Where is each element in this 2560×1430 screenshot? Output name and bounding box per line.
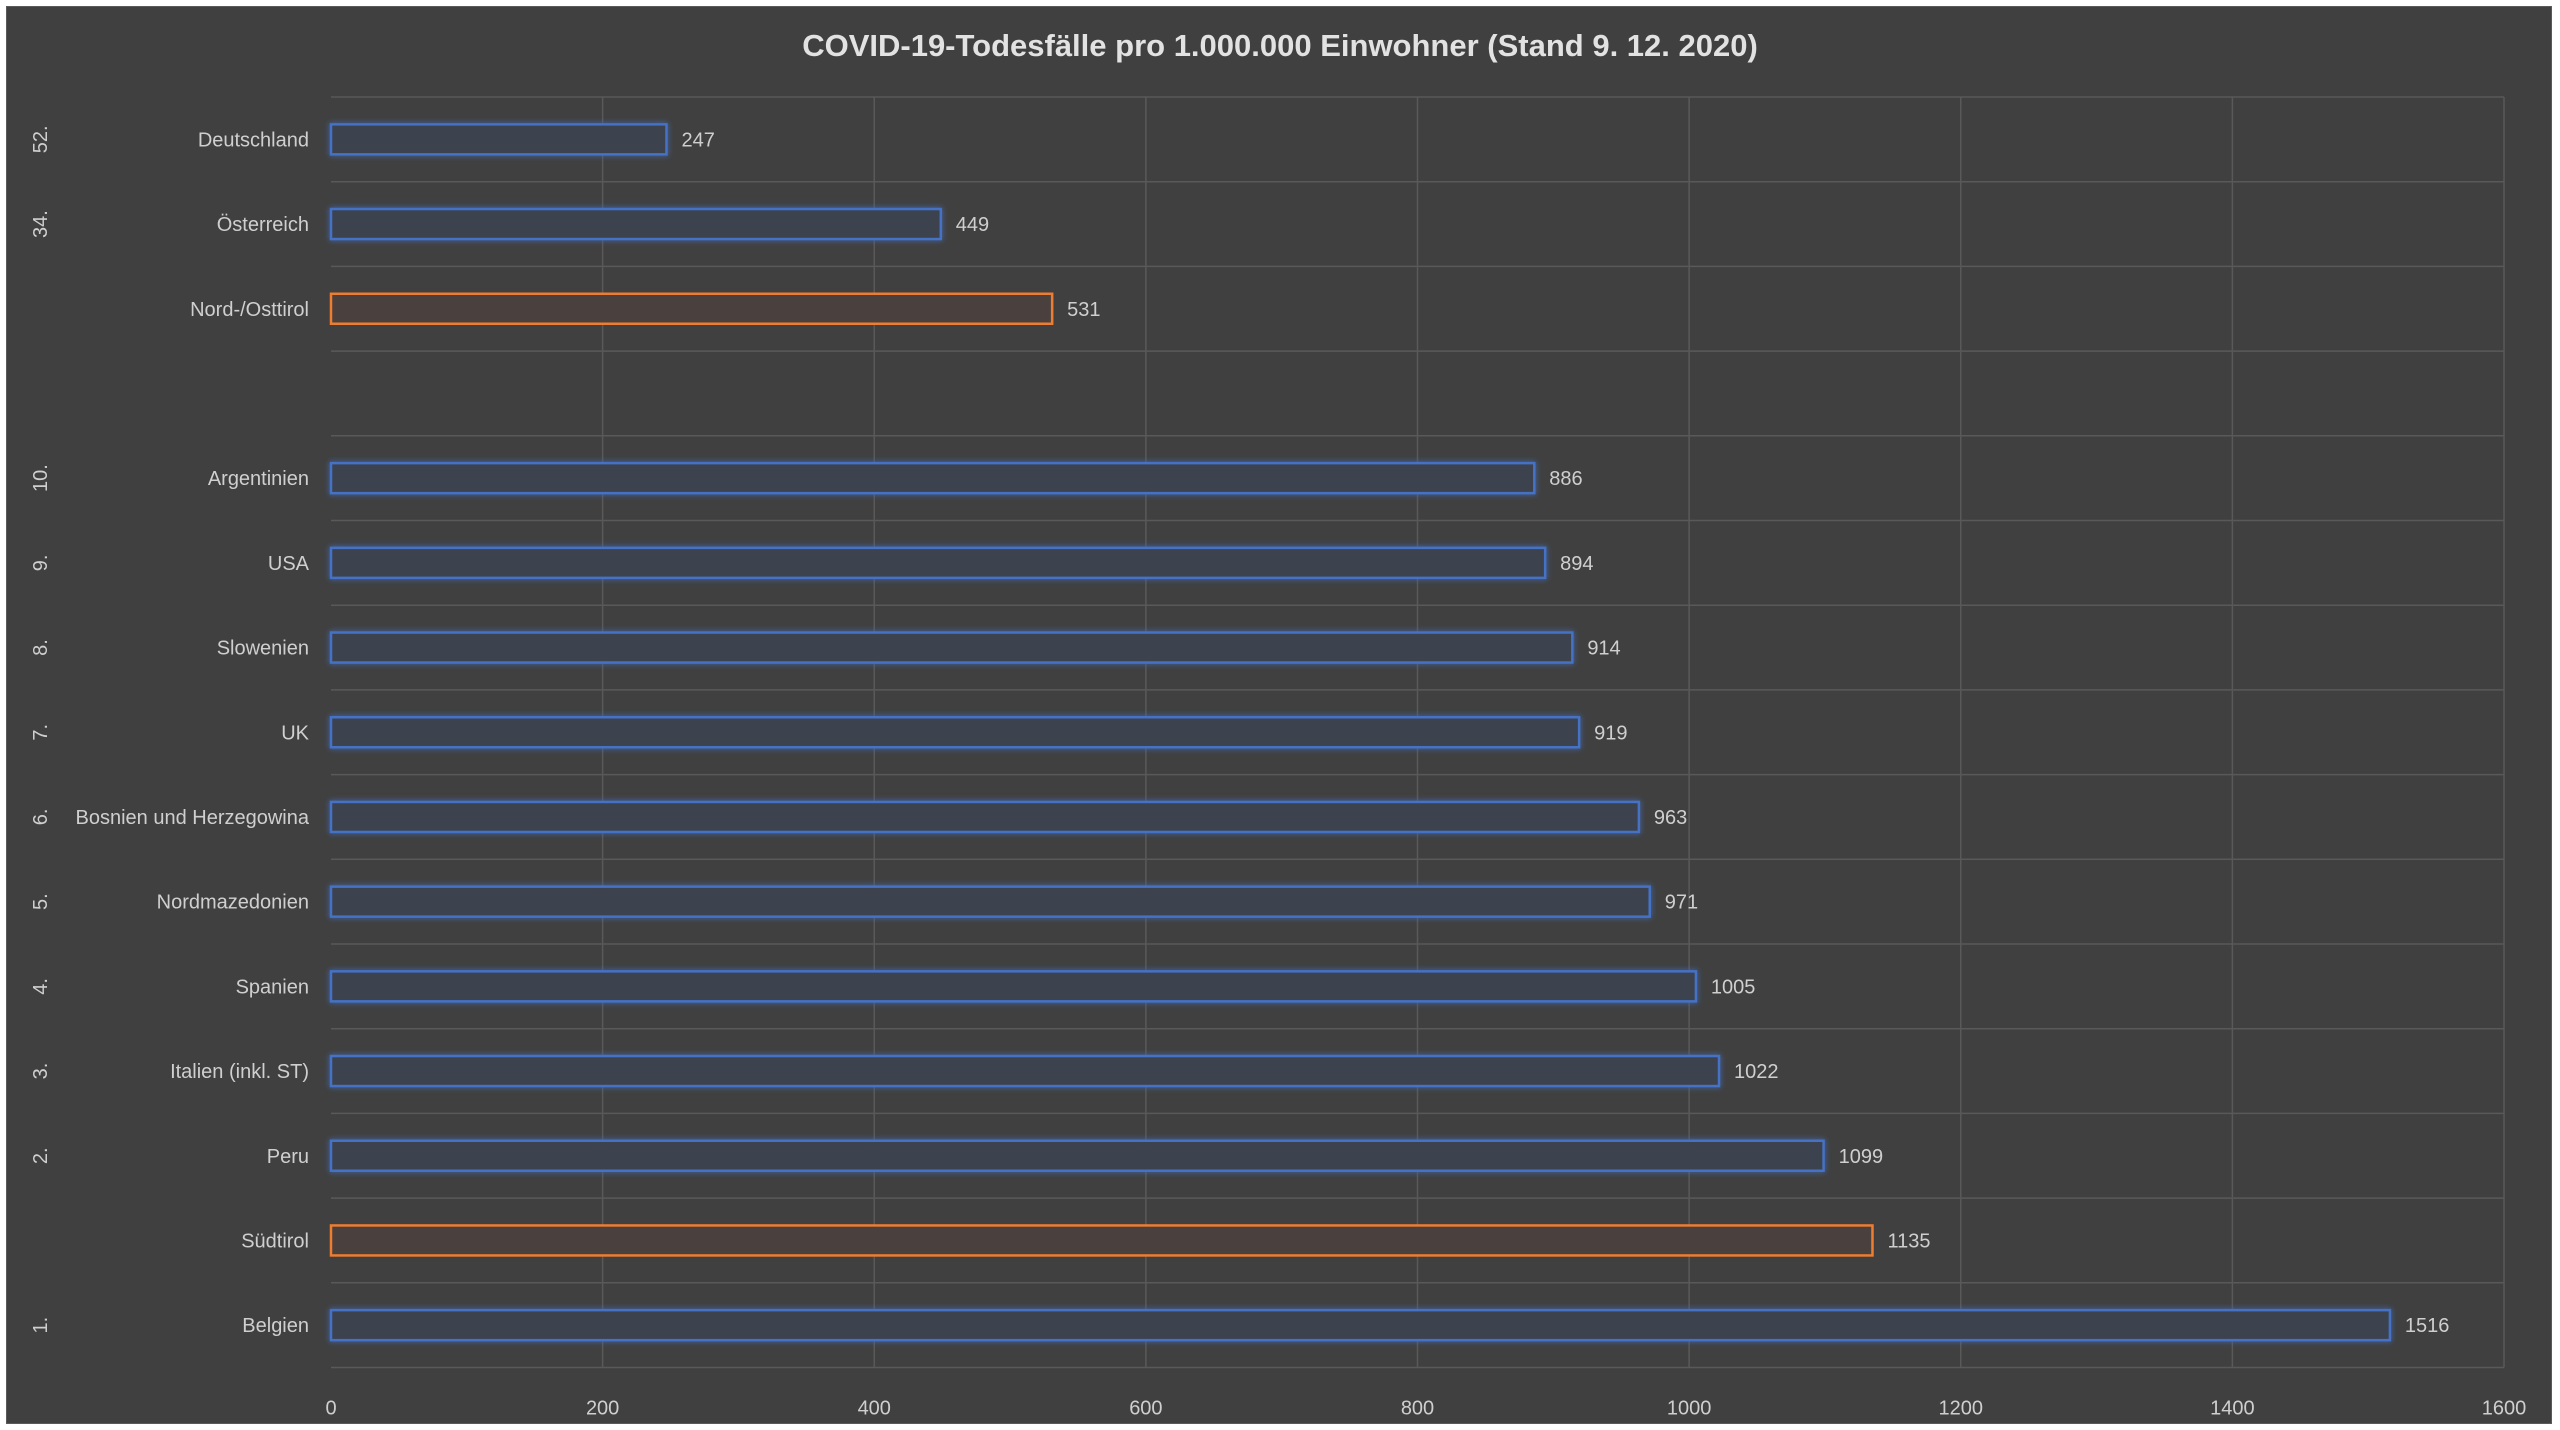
x-tick-label: 0 [325,1398,336,1420]
bar [329,461,1536,495]
bar [329,546,1547,580]
rank-label: 8. [30,639,52,656]
rank-label: 10. [30,464,52,492]
x-tick-label: 600 [1129,1398,1162,1420]
data-label: 886 [1549,468,1582,490]
bar [329,1308,2392,1342]
value-labels: 247 449 531 886 894 914 919 963 971 1005 1022 1099 1… [681,129,2449,1337]
category-label: Peru [267,1146,309,1168]
bar [329,970,1698,1003]
category-label: Slowenien [217,638,309,660]
x-tick-label: 1000 [1667,1398,1712,1420]
x-tick-label: 200 [586,1398,619,1420]
bar [329,1139,1825,1172]
data-label: 1022 [1734,1061,1779,1083]
rank-label: 5. [30,893,52,910]
data-label: 894 [1560,553,1593,575]
category-labels: Deutschland 52. Österreich 34. Nord-/Osttiro… [30,125,310,1337]
rank-label: 3. [30,1063,52,1080]
category-label: UK [281,722,309,744]
rank-label: 9. [30,555,52,572]
x-tick-label: 800 [1401,1398,1434,1420]
x-tick-label: 1600 [2482,1398,2527,1420]
category-label: Deutschland [198,129,309,151]
category-label: Österreich [217,214,309,236]
data-label: 1135 [1887,1230,1930,1252]
x-axis-ticks: 0 200 400 600 800 1000 1200 1400 1600 [325,1398,2526,1420]
data-label: 531 [1067,299,1100,321]
category-label: Nord-/Osttirol [190,299,309,321]
x-tick-label: 1400 [2210,1398,2255,1420]
category-label: Belgien [242,1315,309,1337]
rank-label: 7. [30,724,52,741]
x-tick-label: 1200 [1939,1398,1984,1420]
category-label: Spanien [236,976,309,998]
data-label: 247 [681,129,714,151]
data-label: 449 [956,214,989,236]
rank-label: 1. [30,1317,52,1334]
category-label: USA [268,553,310,575]
chart-frame [6,6,2552,1424]
bar [329,716,1581,749]
data-label: 1005 [1711,976,1756,998]
bar [329,123,668,156]
bar [329,1054,1721,1088]
bar [329,631,1574,664]
category-label: Nordmazedonien [157,892,309,914]
bar [329,800,1641,834]
bar [329,885,1651,918]
data-label: 1516 [2405,1315,2450,1337]
rank-label: 6. [30,809,52,826]
x-tick-label: 400 [858,1398,891,1420]
category-label: Südtirol [241,1230,309,1252]
rank-label: 4. [30,978,52,995]
data-label: 963 [1654,807,1687,829]
data-label: 919 [1594,722,1627,744]
rank-label: 52. [30,125,52,153]
data-label: 1099 [1839,1146,1884,1168]
bar [329,1224,1874,1257]
category-label: Argentinien [208,468,309,490]
data-label: 914 [1587,638,1620,660]
data-label: 971 [1665,892,1698,914]
bar [329,207,943,241]
rank-label: 2. [30,1147,52,1164]
bars [329,123,2392,1342]
category-label: Bosnien und Herzegowina [76,807,310,829]
rank-label: 34. [30,210,52,238]
category-label: Italien (inkl. ST) [170,1061,309,1083]
chart-title: COVID-19-Todesfälle pro 1.000.000 Einwoh… [802,28,1758,63]
bar [329,292,1054,325]
